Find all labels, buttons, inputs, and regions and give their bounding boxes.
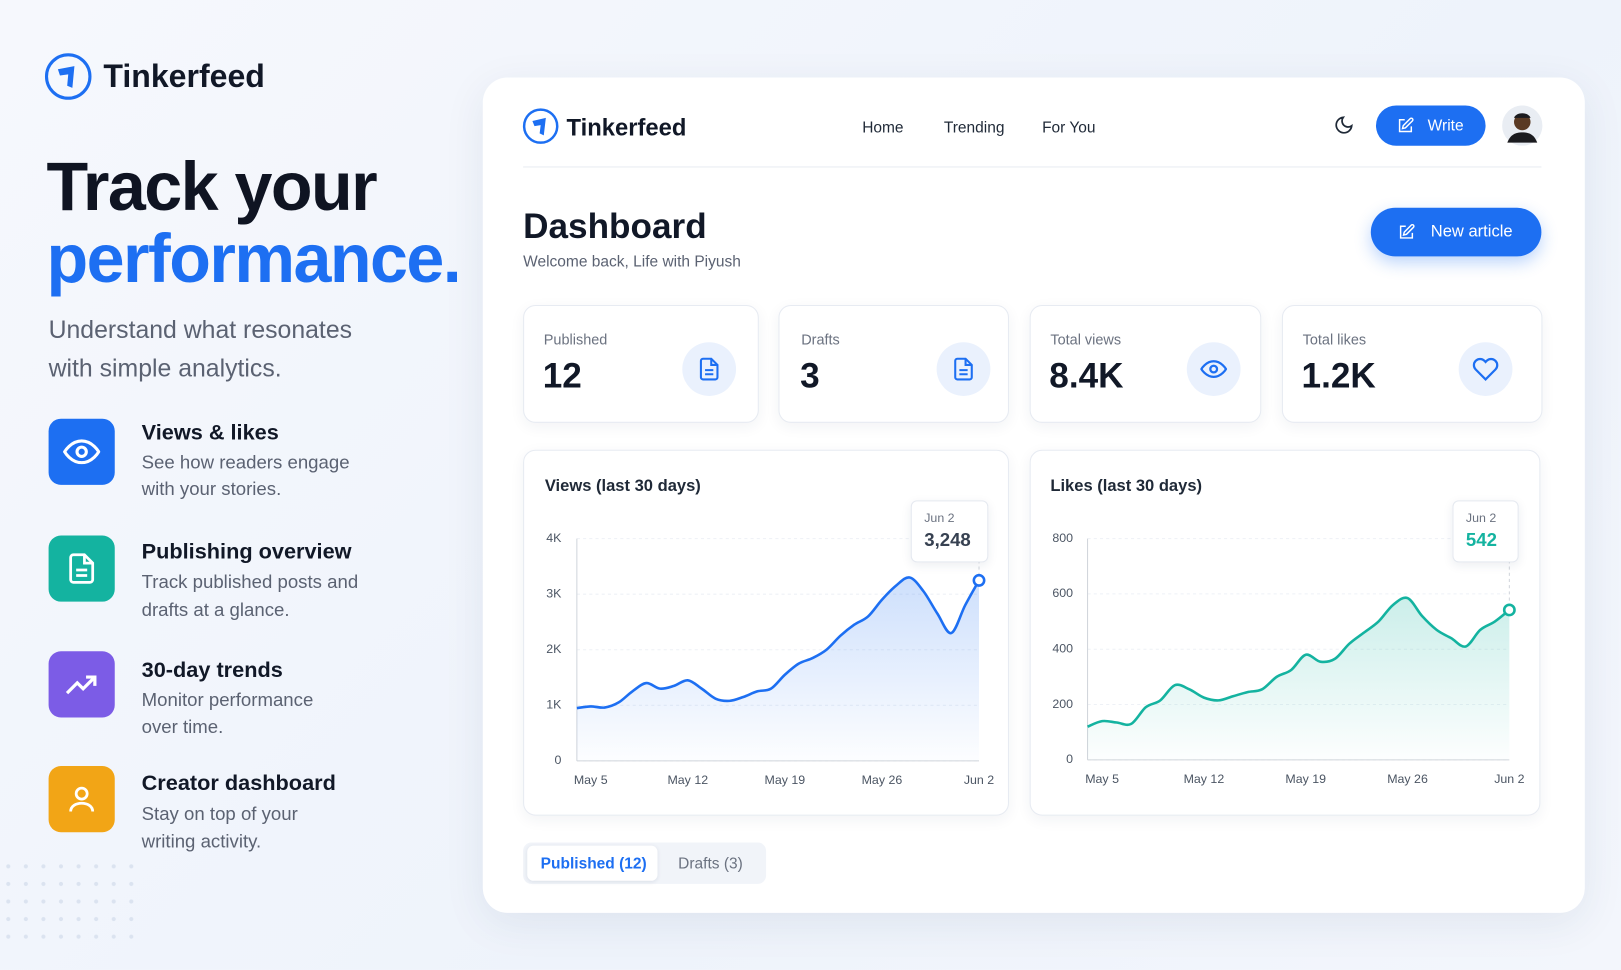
stat-card: Total likes 1.2K	[1281, 304, 1543, 423]
feature-description: Monitor performance	[141, 689, 314, 711]
x-tick-label: May 26	[862, 773, 903, 787]
stat-card: Published 12	[523, 304, 759, 423]
stat-value: 8.4K	[1049, 356, 1124, 396]
x-tick-label: Jun 2	[964, 773, 994, 787]
avatar[interactable]	[1502, 105, 1543, 146]
point	[972, 573, 986, 587]
feature-icon	[48, 766, 115, 833]
feature-description: See how readers engage	[141, 451, 350, 473]
tab-active[interactable]: Published (12)	[527, 845, 658, 881]
tooltip-value: 3,248	[924, 529, 971, 550]
feature-description: drafts at a glance.	[141, 599, 290, 621]
stat-value: 1.2K	[1301, 356, 1376, 396]
point	[1502, 603, 1516, 617]
tooltip-date: Jun 2	[924, 510, 955, 526]
feature-title: 30-day trends	[141, 658, 283, 683]
feature-description: writing activity.	[141, 831, 262, 852]
hero-title: Track your	[46, 147, 378, 225]
line	[576, 576, 981, 710]
area	[576, 577, 980, 761]
stat-icon	[936, 342, 991, 396]
tooltip-date: Jun 2	[1465, 510, 1497, 526]
stat-card: Drafts 3	[778, 304, 1009, 423]
y-tick-label: 400	[1052, 642, 1073, 656]
y-tick-label: 0	[554, 753, 561, 767]
tooltip: Jun 2 542	[1452, 500, 1519, 563]
brand-name: Tinkerfeed	[566, 113, 687, 141]
theme-toggle[interactable]	[1334, 115, 1355, 136]
line	[1087, 596, 1511, 728]
feature-description: over time.	[141, 716, 224, 738]
hero-title-accent: performance.	[46, 220, 462, 297]
x-tick-label: May 5	[574, 773, 608, 787]
stat-label: Drafts	[801, 330, 840, 348]
dot-grid	[0, 858, 140, 952]
nav-link[interactable]: For You	[1042, 118, 1096, 137]
tooltip: Jun 2 3,248	[910, 500, 989, 563]
brand-logo	[522, 108, 559, 144]
y-tick-label: 600	[1052, 586, 1073, 600]
stat-card: Total views 8.4K	[1029, 304, 1262, 423]
hero-subtitle: Understand what resonates	[48, 316, 353, 345]
feature-icon	[48, 418, 115, 485]
stat-icon	[1458, 342, 1513, 396]
write-button[interactable]: Write	[1375, 105, 1486, 146]
y-tick-label: 3K	[546, 586, 562, 600]
stat-icon	[1186, 342, 1241, 396]
feature-icon	[48, 651, 115, 718]
feature-title: Publishing overview	[141, 539, 352, 564]
new-article-button[interactable]: New article	[1370, 207, 1542, 257]
tab[interactable]: Drafts (3)	[678, 854, 743, 873]
x-tick-label: May 26	[1387, 772, 1428, 786]
divider	[523, 166, 1542, 168]
feature-title: Views & likes	[141, 420, 279, 445]
stat-value: 12	[542, 356, 582, 396]
page-title: Dashboard	[523, 206, 707, 247]
x-tick-label: May 12	[667, 773, 708, 787]
stat-icon	[682, 342, 737, 396]
y-tick-label: 4K	[546, 531, 562, 545]
welcome-text: Welcome back, Life with Piyush	[523, 253, 741, 271]
x-tick-label: May 12	[1184, 772, 1225, 786]
x-tick-label: May 19	[765, 773, 806, 787]
x-tick-label: May 5	[1085, 772, 1119, 786]
tab-label: Published (12)	[540, 854, 647, 873]
stat-label: Total likes	[1302, 330, 1367, 348]
nav-link[interactable]: Home	[862, 118, 904, 137]
feature-title: Creator dashboard	[141, 771, 336, 795]
brand-logo	[44, 53, 92, 100]
y-tick-label: 800	[1052, 531, 1073, 545]
y-tick-label: 200	[1052, 697, 1073, 711]
y-tick-label: 2K	[546, 642, 562, 656]
area	[1087, 597, 1510, 760]
stat-label: Published	[543, 330, 608, 348]
y-tick-label: 0	[1066, 752, 1073, 766]
stat-label: Total views	[1050, 330, 1122, 348]
tooltip-value: 542	[1465, 529, 1497, 550]
hero-subtitle: with simple analytics.	[48, 354, 282, 383]
y-tick-label: 1K	[546, 698, 562, 712]
chart-title: Likes (last 30 days)	[1050, 477, 1203, 496]
x-tick-label: May 19	[1285, 772, 1326, 786]
feature-description: Stay on top of your	[141, 803, 298, 824]
nav-link[interactable]: Trending	[943, 118, 1005, 137]
x-tick-label: Jun 2	[1494, 772, 1524, 786]
feature-description: Track published posts and	[141, 571, 359, 593]
feature-icon	[48, 535, 115, 602]
stat-value: 3	[800, 356, 820, 396]
brand-name: Tinkerfeed	[103, 57, 265, 95]
feature-description: with your stories.	[141, 478, 282, 500]
chart-title: Views (last 30 days)	[544, 477, 701, 496]
button-label: New article	[1430, 223, 1513, 241]
button-label: Write	[1427, 116, 1464, 135]
